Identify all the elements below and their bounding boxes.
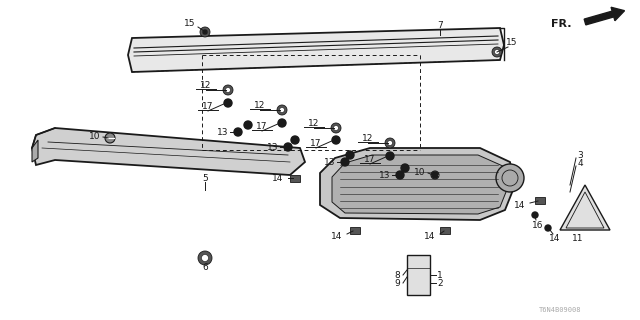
Circle shape <box>244 121 252 129</box>
Circle shape <box>346 151 354 159</box>
Circle shape <box>198 251 212 265</box>
Circle shape <box>280 108 285 113</box>
Circle shape <box>225 87 230 92</box>
Bar <box>350 227 360 234</box>
Circle shape <box>386 152 394 160</box>
Polygon shape <box>32 128 305 175</box>
Circle shape <box>105 133 115 143</box>
Circle shape <box>432 172 438 178</box>
FancyArrow shape <box>584 7 625 25</box>
Circle shape <box>284 143 292 151</box>
Circle shape <box>387 140 392 146</box>
Polygon shape <box>332 155 508 214</box>
Text: 11: 11 <box>572 234 584 243</box>
Text: 12: 12 <box>254 100 266 109</box>
Circle shape <box>234 128 242 136</box>
Text: 16: 16 <box>532 220 544 229</box>
Polygon shape <box>32 140 38 162</box>
Text: FR.: FR. <box>552 19 572 29</box>
Circle shape <box>341 158 349 166</box>
Circle shape <box>202 29 207 35</box>
Text: 17: 17 <box>364 155 376 164</box>
Text: 3: 3 <box>577 150 583 159</box>
Circle shape <box>495 50 499 54</box>
Text: 17: 17 <box>256 122 268 131</box>
Text: 6: 6 <box>202 263 208 273</box>
Circle shape <box>203 30 207 34</box>
Circle shape <box>291 136 299 144</box>
Text: 10: 10 <box>89 132 100 140</box>
Text: 13: 13 <box>380 171 391 180</box>
Circle shape <box>496 164 524 192</box>
Text: 15: 15 <box>184 19 196 28</box>
Text: 14: 14 <box>332 231 342 241</box>
Circle shape <box>223 85 233 95</box>
Text: 14: 14 <box>272 173 284 182</box>
Text: 10: 10 <box>414 167 426 177</box>
Circle shape <box>532 212 538 218</box>
Bar <box>535 197 545 204</box>
Text: 8: 8 <box>394 270 400 279</box>
Circle shape <box>401 164 409 172</box>
Text: 14: 14 <box>424 231 436 241</box>
Text: 14: 14 <box>549 234 561 243</box>
Text: 15: 15 <box>506 37 518 46</box>
Circle shape <box>278 119 286 127</box>
Circle shape <box>202 254 209 261</box>
Circle shape <box>277 105 287 115</box>
Text: 13: 13 <box>268 142 279 151</box>
Circle shape <box>333 125 339 131</box>
Text: T6N4B09008: T6N4B09008 <box>539 307 581 313</box>
Circle shape <box>545 225 551 231</box>
Circle shape <box>431 171 439 179</box>
Circle shape <box>224 99 232 107</box>
Text: 12: 12 <box>200 81 212 90</box>
Bar <box>290 175 300 182</box>
Text: 1: 1 <box>437 270 443 279</box>
Text: 17: 17 <box>202 101 214 110</box>
Text: 13: 13 <box>324 157 336 166</box>
Text: 12: 12 <box>308 118 320 127</box>
Circle shape <box>331 123 341 133</box>
Text: 2: 2 <box>437 278 443 287</box>
Circle shape <box>332 136 340 144</box>
Polygon shape <box>407 255 430 295</box>
Circle shape <box>385 138 395 148</box>
Circle shape <box>200 27 210 37</box>
Bar <box>440 227 450 234</box>
Text: 9: 9 <box>394 278 400 287</box>
Polygon shape <box>128 28 504 72</box>
Polygon shape <box>560 185 610 230</box>
Polygon shape <box>320 148 515 220</box>
Circle shape <box>396 171 404 179</box>
Text: 17: 17 <box>310 139 322 148</box>
Text: 5: 5 <box>202 173 208 182</box>
Text: 7: 7 <box>437 20 443 29</box>
Text: 13: 13 <box>217 127 228 137</box>
Text: 4: 4 <box>577 158 583 167</box>
Text: 14: 14 <box>515 201 525 210</box>
Circle shape <box>492 47 502 57</box>
Text: 12: 12 <box>362 133 374 142</box>
